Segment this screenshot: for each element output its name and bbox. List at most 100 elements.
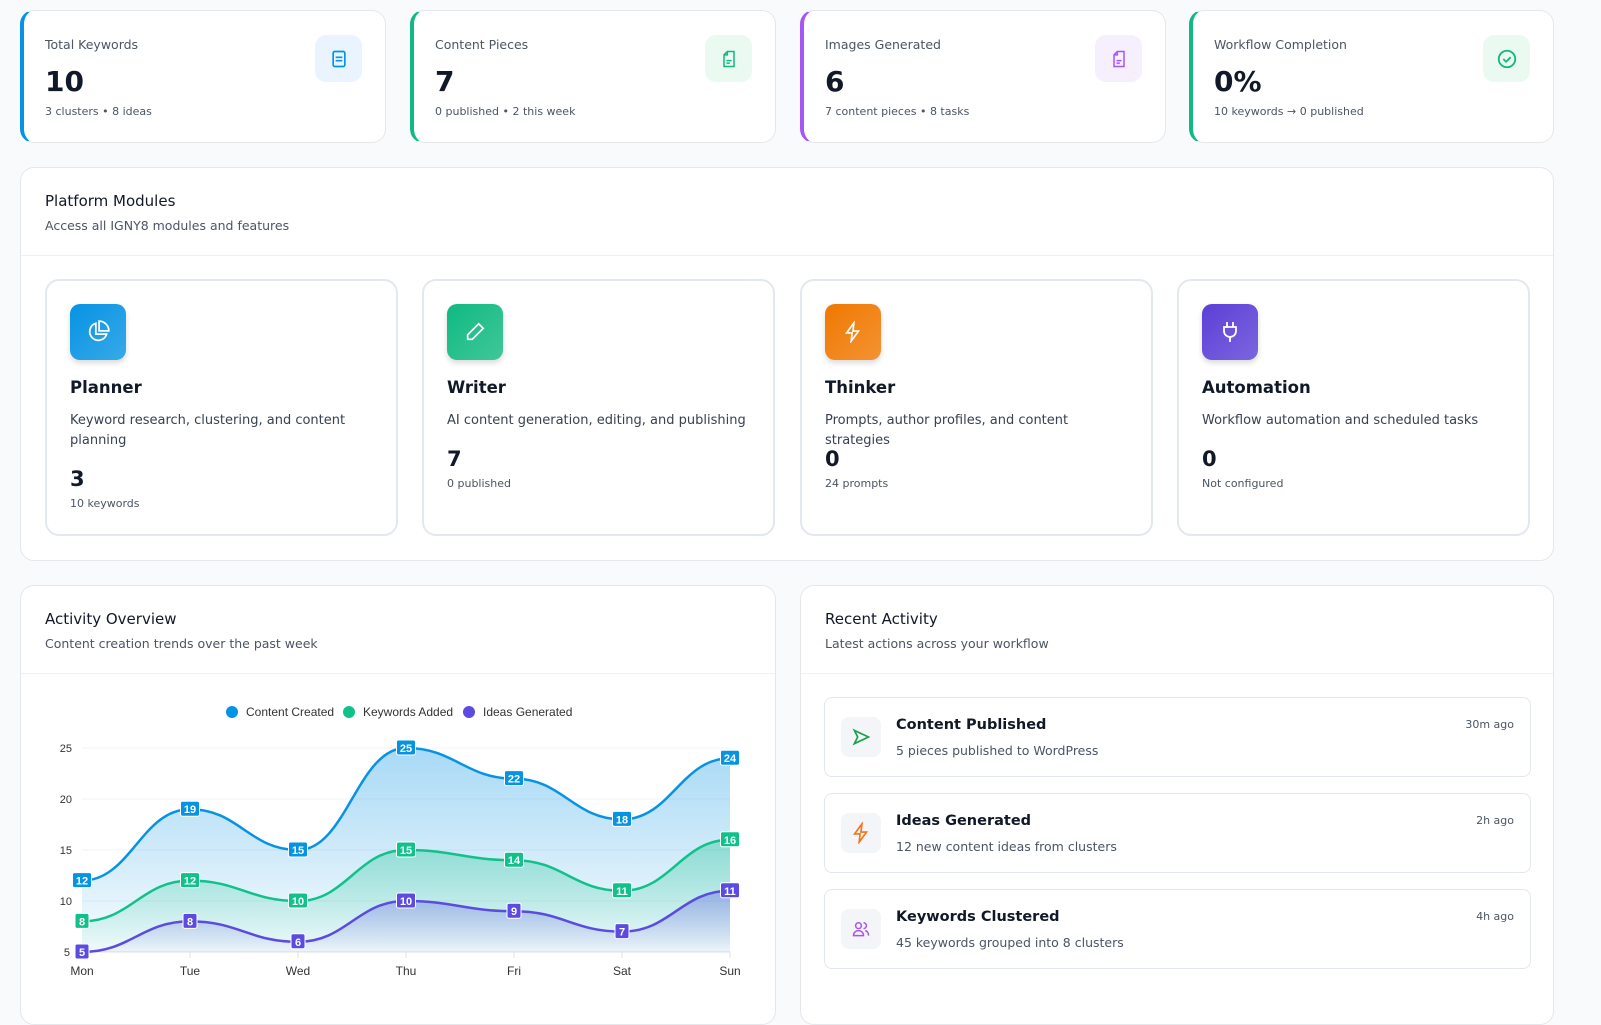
module-title: Thinker [825, 378, 896, 397]
module-description: Keyword research, clustering, and conten… [70, 413, 346, 448]
data-label: 9 [511, 906, 517, 918]
stat-sub: 10 keywords → 0 published [1214, 105, 1364, 118]
data-label: 19 [184, 804, 196, 816]
module-value: 7 [447, 447, 462, 471]
file-icon [705, 35, 752, 82]
activity-title: Content Published [896, 717, 1047, 733]
stat-card-total-keywords[interactable]: Total Keywords 10 3 clusters • 8 ideas [20, 10, 386, 143]
activity-item[interactable]: Keywords Clustered 45 keywords grouped i… [824, 889, 1531, 969]
data-label-bg [396, 841, 416, 858]
module-value: 0 [825, 447, 840, 471]
module-sub: Not configured [1202, 477, 1284, 490]
module-title: Automation [1202, 378, 1311, 397]
legend-marker [463, 706, 475, 718]
data-label-bg [720, 831, 740, 848]
platform-modules-panel: Platform Modules Access all IGNY8 module… [20, 167, 1554, 561]
activity-chart: 5 10 15 20 25 Mon Tue Wed Thu Fri Sat Sun 12 19 15 25 22… [60, 705, 741, 978]
x-tick-label: Thu [396, 964, 417, 978]
module-value: 0 [1202, 447, 1217, 471]
x-tick-label: Sat [613, 964, 632, 978]
divider [801, 673, 1553, 674]
stat-value: 6 [825, 65, 845, 98]
check-circle-icon [1483, 35, 1530, 82]
stat-value: 10 [45, 65, 84, 98]
modules-title: Platform Modules [45, 192, 176, 210]
divider [21, 255, 1553, 256]
stat-label: Images Generated [825, 37, 941, 52]
data-label: 15 [400, 845, 412, 857]
data-label-bg [74, 943, 90, 960]
modules-subtitle: Access all IGNY8 modules and features [45, 218, 290, 233]
stat-card-content-pieces[interactable]: Content Pieces 7 0 published • 2 this we… [410, 10, 776, 143]
send-icon [841, 717, 881, 757]
stat-label: Workflow Completion [1214, 37, 1347, 52]
activity-title: Keywords Clustered [896, 909, 1060, 925]
module-description: AI content generation, editing, and publ… [447, 413, 746, 428]
module-sub: 24 prompts [825, 477, 889, 490]
module-card-writer[interactable]: Writer AI content generation, editing, a… [422, 279, 775, 536]
pie-chart-icon [70, 304, 126, 360]
recent-activity-subtitle: Latest actions across your workflow [825, 636, 1049, 651]
data-label: 8 [187, 916, 193, 928]
legend-marker [343, 706, 355, 718]
series-area [82, 890, 730, 952]
data-label-bg [288, 841, 308, 858]
activity-description: 12 new content ideas from clusters [896, 839, 1117, 854]
module-card-planner[interactable]: Planner Keyword research, clustering, an… [45, 279, 398, 536]
activity-item[interactable]: Content Published 5 pieces published to … [824, 697, 1531, 777]
data-label-bg [180, 872, 200, 889]
stat-label: Total Keywords [45, 37, 139, 52]
data-label-bg [290, 933, 306, 950]
module-title: Writer [447, 378, 506, 397]
bolt-icon [841, 813, 881, 853]
legend-label: Ideas Generated [483, 705, 572, 719]
legend-marker [226, 706, 238, 718]
activity-overview-title: Activity Overview [45, 610, 177, 628]
data-label: 12 [184, 876, 196, 888]
data-label: 25 [400, 743, 412, 755]
activity-time: 2h ago [1476, 814, 1514, 827]
data-label: 11 [724, 886, 736, 898]
y-tick-label: 10 [60, 896, 72, 908]
list-icon [315, 35, 362, 82]
x-tick-label: Sun [719, 964, 740, 978]
module-card-thinker[interactable]: Thinker Prompts, author profiles, and co… [800, 279, 1153, 536]
module-title: Planner [70, 378, 142, 397]
module-sub: 10 keywords [70, 497, 140, 510]
data-label-bg [74, 912, 90, 929]
data-label-bg [612, 882, 632, 899]
legend-label: Keywords Added [363, 705, 453, 719]
module-sub: 0 published [447, 477, 511, 490]
y-tick-label: 20 [60, 794, 72, 806]
stat-sub: 0 published • 2 this week [435, 105, 576, 118]
stat-card-images-generated[interactable]: Images Generated 6 7 content pieces • 8 … [800, 10, 1166, 143]
activity-item[interactable]: Ideas Generated 12 new content ideas fro… [824, 793, 1531, 873]
module-description: Prompts, author profiles, and content st… [825, 413, 1069, 448]
data-label: 14 [508, 855, 521, 867]
activity-description: 45 keywords grouped into 8 clusters [896, 935, 1124, 950]
activity-description: 5 pieces published to WordPress [896, 743, 1099, 758]
x-tick-label: Fri [507, 964, 521, 978]
data-label-bg [72, 872, 92, 889]
stat-card-workflow-completion[interactable]: Workflow Completion 0% 10 keywords → 0 p… [1189, 10, 1554, 143]
data-label: 8 [79, 916, 85, 928]
activity-time: 30m ago [1465, 718, 1514, 731]
stat-value: 7 [435, 65, 455, 98]
file-icon [1095, 35, 1142, 82]
data-label: 18 [616, 814, 628, 826]
data-label: 10 [400, 896, 412, 908]
data-label-bg [180, 800, 200, 817]
data-label: 11 [616, 886, 628, 898]
data-label: 16 [724, 835, 736, 847]
activity-overview-subtitle: Content creation trends over the past we… [45, 636, 318, 651]
stat-sub: 3 clusters • 8 ideas [45, 105, 152, 118]
pencil-icon [447, 304, 503, 360]
data-label-bg [720, 749, 740, 766]
recent-activity-panel: Recent Activity Latest actions across yo… [800, 585, 1554, 1025]
stat-sub: 7 content pieces • 8 tasks [825, 105, 970, 118]
module-description: Workflow automation and scheduled tasks [1202, 413, 1479, 428]
x-tick-label: Wed [286, 964, 310, 978]
data-label: 10 [292, 896, 304, 908]
module-card-automation[interactable]: Automation Workflow automation and sched… [1177, 279, 1530, 536]
data-label: 24 [724, 753, 737, 765]
